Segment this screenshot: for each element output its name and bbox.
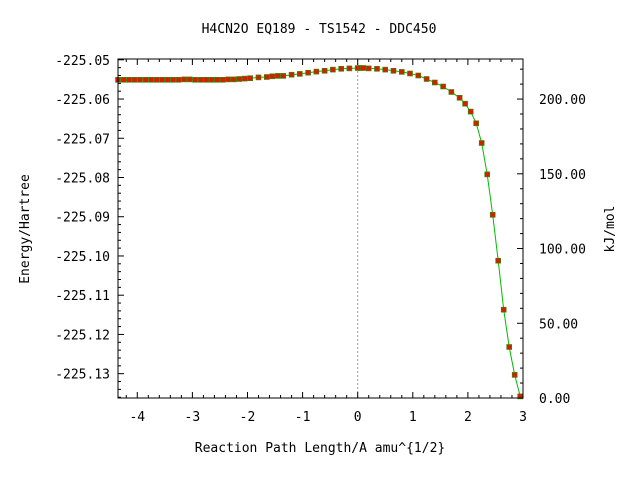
data-point — [241, 75, 248, 82]
data-point — [186, 76, 193, 83]
y2-tick-label: 50.00 — [539, 317, 578, 332]
data-point — [489, 212, 496, 218]
energy-curve — [118, 67, 521, 397]
data-point — [225, 76, 231, 83]
x-tick-label: 0 — [354, 410, 362, 425]
y-axis-title: Energy/Hartree — [18, 174, 33, 284]
data-point — [423, 76, 430, 82]
y-tick-label: -225.07 — [55, 132, 110, 147]
data-point — [236, 76, 242, 82]
energy-curve-layer — [118, 67, 521, 397]
x-axis-title: Reaction Path Length/A amu^{1/2} — [195, 441, 445, 456]
data-point — [181, 76, 187, 83]
y2-tick-label: 150.00 — [539, 168, 586, 183]
left-axis-ticks: -225.05 -225.06 -225.07 -225.08 -225.09 -225.… — [55, 54, 124, 398]
data-point — [338, 66, 345, 72]
data-point — [484, 171, 491, 178]
data-point — [280, 73, 287, 79]
x-tick-label: -1 — [295, 410, 311, 425]
data-point — [495, 257, 502, 264]
y-tick-label: -225.09 — [55, 211, 110, 226]
data-point — [448, 89, 455, 95]
data-point — [365, 65, 372, 72]
data-point — [506, 344, 513, 350]
data-point — [131, 77, 138, 83]
y-tick-label: -225.08 — [55, 171, 110, 186]
data-point — [208, 77, 215, 83]
data-point — [269, 73, 276, 80]
y-tick-label: -225.06 — [55, 93, 110, 108]
data-point — [142, 77, 149, 83]
data-point — [288, 71, 295, 78]
y-tick-label: -225.13 — [55, 368, 110, 383]
data-point — [126, 77, 132, 83]
data-point — [321, 68, 328, 74]
data-point — [255, 74, 262, 81]
x-axis-ticks: -4 -3 -2 -1 0 1 2 3 — [125, 59, 527, 425]
right-axis-ticks: 0.00 50.00 100.00 150.00 200.00 — [517, 68, 586, 407]
data-point — [230, 76, 237, 83]
x-tick-label: 3 — [519, 410, 527, 425]
data-point — [407, 70, 413, 77]
data-point — [478, 140, 485, 146]
plot-frame — [117, 58, 524, 399]
data-point — [440, 83, 446, 90]
y2-tick-label: 200.00 — [539, 93, 586, 108]
axes-layer — [117, 58, 524, 399]
data-point — [330, 66, 336, 73]
right-axis-title: kJ/mol — [603, 206, 618, 253]
data-point — [390, 68, 397, 74]
data-point — [274, 73, 281, 79]
x-tick-label: -2 — [240, 410, 256, 425]
chart-title: H4CN2O EQ189 - TS1542 - DDC450 — [202, 22, 437, 37]
data-point — [175, 77, 182, 83]
data-point — [398, 69, 405, 75]
x-tick-label: 2 — [464, 410, 472, 425]
data-point — [203, 77, 209, 83]
data-point — [467, 108, 474, 115]
y-tick-label: -225.10 — [55, 250, 110, 265]
data-point — [263, 74, 270, 80]
data-point — [374, 66, 380, 72]
data-point — [313, 68, 320, 75]
data-point — [192, 77, 198, 83]
data-point — [360, 65, 367, 71]
x-tick-label: -3 — [185, 410, 201, 425]
data-point — [305, 69, 311, 76]
data-point — [511, 372, 518, 378]
y2-tick-label: 0.00 — [539, 392, 570, 407]
data-points-layer — [115, 65, 524, 400]
data-point — [382, 66, 389, 73]
data-point — [159, 77, 165, 83]
data-point — [170, 77, 176, 83]
data-point — [214, 77, 220, 83]
y-tick-label: -225.12 — [55, 328, 110, 343]
data-point — [153, 77, 160, 83]
data-point — [415, 72, 422, 79]
data-point — [247, 75, 253, 81]
data-point — [197, 77, 204, 83]
data-point — [431, 79, 438, 86]
x-tick-label: 1 — [409, 410, 417, 425]
data-point — [148, 77, 154, 83]
data-point — [500, 306, 507, 313]
y2-tick-label: 100.00 — [539, 243, 586, 258]
data-point — [219, 77, 226, 83]
data-point — [473, 120, 480, 127]
y-tick-label: -225.05 — [55, 54, 110, 69]
data-point — [456, 95, 463, 101]
y-tick-label: -225.11 — [55, 289, 110, 304]
x-tick-label: -4 — [129, 410, 145, 425]
data-point — [137, 77, 143, 83]
data-point — [346, 65, 353, 72]
data-point — [462, 100, 468, 107]
data-point — [120, 77, 127, 83]
data-point — [296, 71, 303, 77]
data-point — [164, 77, 171, 83]
